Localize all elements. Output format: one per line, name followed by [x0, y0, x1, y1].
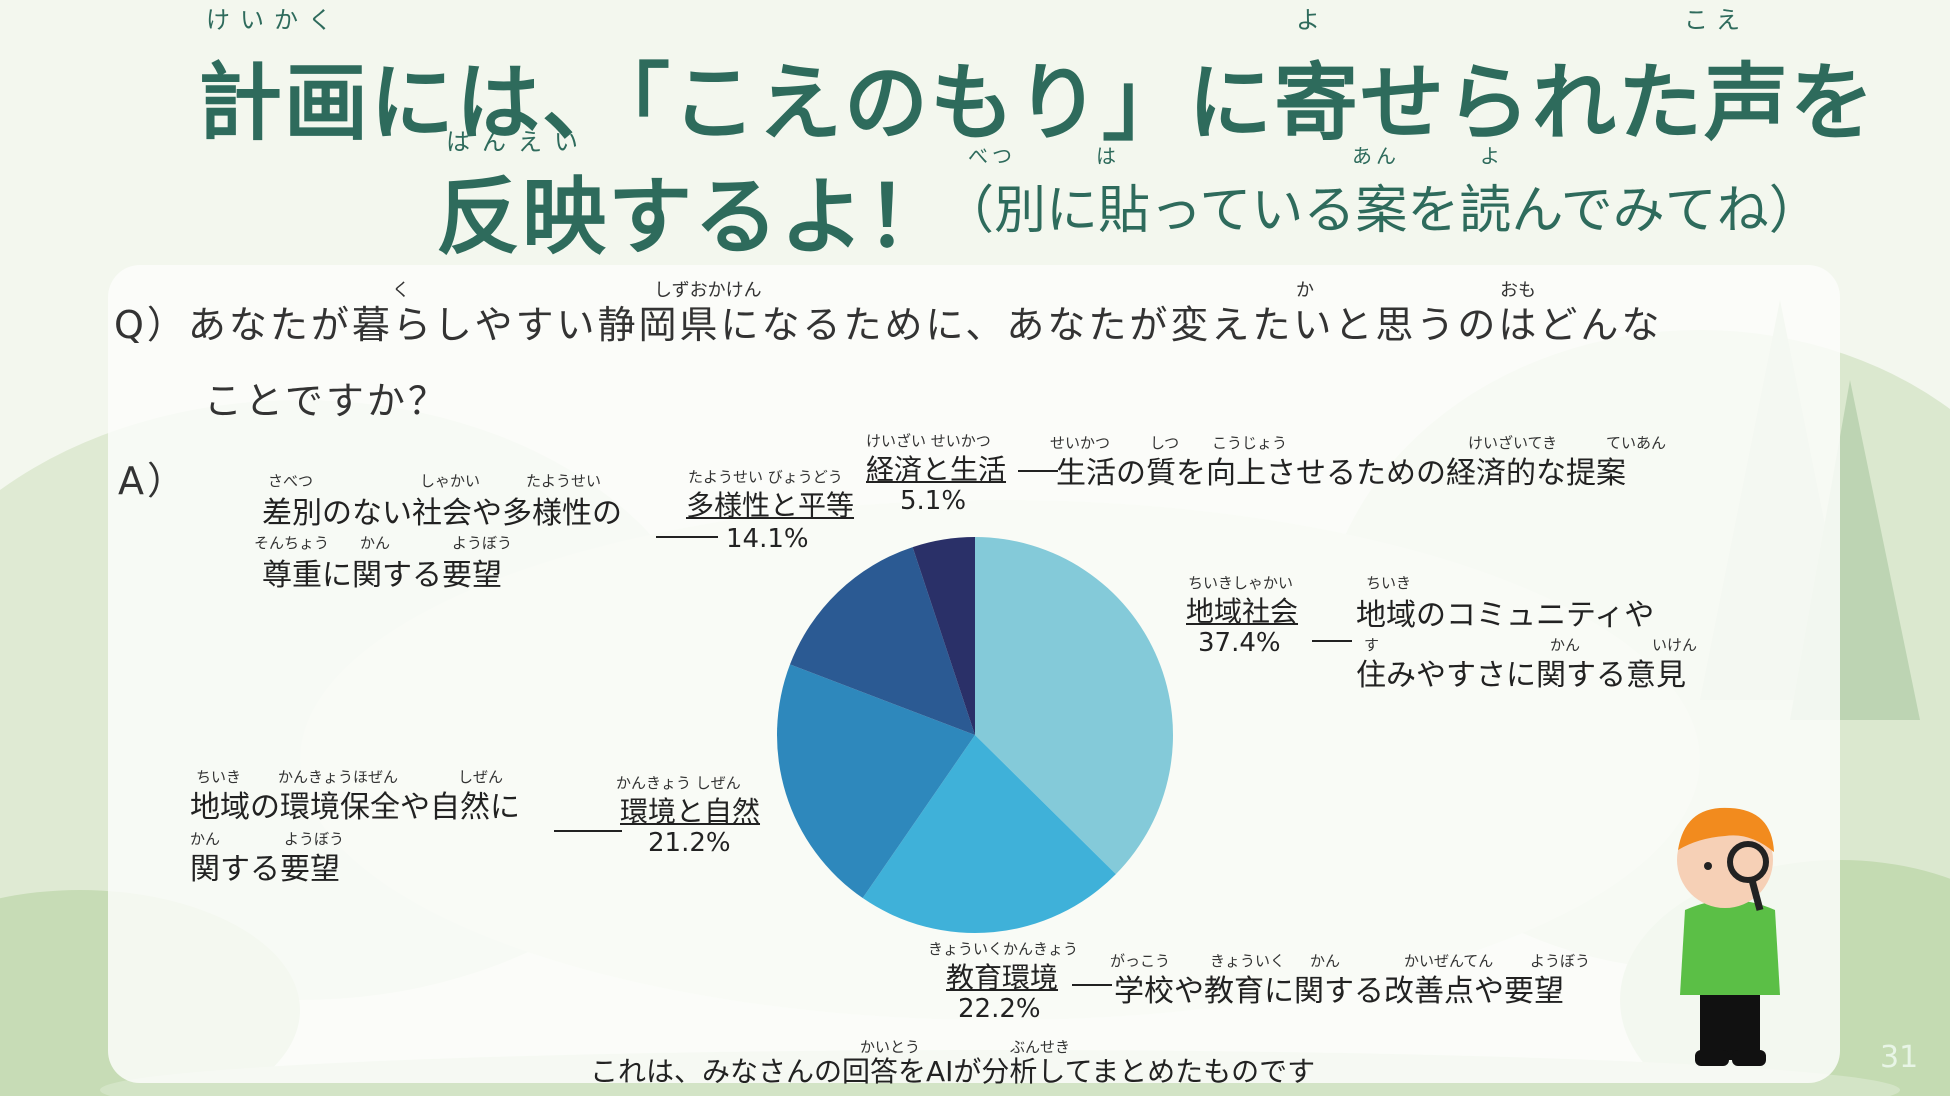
label-keizai-ruby-c: こうじょう [1212, 434, 1288, 452]
label-keizai-percent: 5.1% [900, 486, 967, 516]
label-kankyou-ruby-c: しぜん [458, 768, 504, 786]
label-keizai-ruby-a: せいかつ [1050, 434, 1111, 452]
label-chiikishakai-ruby-desc2a: す [1364, 636, 1380, 654]
label-tayousei-ruby: たようせい びょうどう [688, 468, 843, 486]
label-tayousei-ruby-f: ようぼう [452, 534, 513, 552]
label-keizai-ruby-e: ていあん [1606, 434, 1667, 452]
question-furigana-shizuokaken: しずおかけん [654, 280, 762, 301]
label-kyouiku-ruby-d: かいぜんてん [1404, 952, 1494, 970]
label-tayousei-category: 多様性と平等 [686, 489, 855, 522]
label-tayousei-percent: 14.1% [726, 524, 809, 554]
label-chiikishakai-desc2: 住みやすさに関する意見 [1356, 658, 1686, 693]
page-number: 31 [1880, 1040, 1919, 1075]
question-line2: ことですか？ [204, 379, 449, 423]
page-title-subnote: （別に貼っている案を読んでみてね） [942, 181, 1821, 241]
label-keizai-ruby-b: しつ [1150, 434, 1180, 452]
label-kyouiku-ruby: きょういくかんきょう [928, 940, 1079, 958]
question-furigana-ku: く [392, 280, 410, 301]
label-chiikishakai-category: 地域社会 [1186, 595, 1299, 628]
label-keizai-ruby-d: けいざいてき [1468, 434, 1558, 452]
title-furigana-yo: よ [1296, 6, 1320, 34]
label-keizai-ruby: けいざい せいかつ [866, 432, 991, 450]
answer-label: A） [118, 459, 188, 503]
label-keizai-category: 経済と生活 [866, 453, 1007, 486]
page-title-line1: 計画には、「こえのもり」に寄せられた声を [198, 54, 1877, 152]
label-kyouiku-ruby-b: きょういく [1210, 952, 1286, 970]
label-kyouiku-percent: 22.2% [958, 994, 1041, 1024]
label-tayousei-ruby-d: そんちょう [254, 534, 330, 552]
label-kyouiku-ruby-e: ようぼう [1530, 952, 1591, 970]
label-kankyou-desc2: 関する要望 [190, 852, 340, 887]
title-furigana-koe: こえ [1684, 6, 1748, 34]
label-keizai-desc1: 生活の質を向上させるための経済的な提案 [1056, 456, 1626, 491]
title-furigana-hanei: はんえい [446, 128, 590, 156]
label-chiikishakai-ruby-desc2c: いけん [1652, 636, 1698, 654]
label-kankyou-desc1: 地域の環境保全や自然に [190, 790, 520, 825]
label-chiikishakai-percent: 37.4% [1198, 628, 1281, 658]
label-kankyou-percent: 21.2% [648, 828, 731, 858]
pie-chart [777, 537, 1173, 933]
question-furigana-ka: か [1296, 280, 1314, 301]
pie-slice-4 [790, 547, 975, 735]
page-title-line2: 反映するよ！ [436, 168, 953, 266]
label-tayousei-desc2: 尊重に関する要望 [262, 558, 502, 593]
label-kyouiku-category: 教育環境 [946, 961, 1059, 994]
question-line1: Q）あなたが暮らしやすい静岡県になるために、あなたが変えたいと思うのはどんな [114, 303, 1663, 347]
pie-slice-1 [975, 537, 1173, 875]
leader-line-kankyou [554, 830, 622, 832]
question-furigana-omo: おも [1500, 280, 1536, 301]
leader-line-kyouiku [1072, 984, 1112, 986]
label-tayousei-ruby-a: さべつ [268, 472, 314, 490]
label-tayousei-ruby-e: かん [360, 534, 391, 552]
label-kankyou-ruby-a: ちいき [196, 768, 242, 786]
pie-slice-3 [777, 664, 975, 899]
label-chiikishakai-ruby-desc1: ちいき [1366, 574, 1412, 592]
label-kyouiku-ruby-c: かん [1310, 952, 1341, 970]
label-kankyou-ruby: かんきょう しぜん [616, 774, 741, 792]
footer-furigana-bunseki: ぶんせき [1010, 1038, 1071, 1056]
title-furigana-betsu: べつ [968, 144, 1016, 168]
leader-line-chiikishakai [1312, 640, 1352, 642]
label-kankyou-ruby-d: かん [190, 830, 221, 848]
label-kankyou-ruby-b: かんきょうほぜん [278, 768, 399, 786]
title-furigana-yo2: よ [1480, 144, 1500, 168]
pie-slice-2 [862, 735, 1116, 933]
label-chiikishakai-ruby-desc2b: かん [1550, 636, 1581, 654]
footer-note: これは、みなさんの回答をAIが分析してまとめたものです [590, 1055, 1316, 1088]
label-kankyou-category: 環境と自然 [620, 795, 761, 828]
label-tayousei-ruby-c: たようせい [526, 472, 602, 490]
leader-line-tayousei [656, 536, 718, 538]
label-chiikishakai-ruby: ちいきしゃかい [1188, 574, 1294, 592]
title-furigana-keikaku: けいかく [206, 6, 342, 34]
footer-furigana-kaitou: かいとう [860, 1038, 921, 1056]
character-illustration [1677, 807, 1780, 1066]
pie-slice-5 [912, 537, 975, 735]
title-furigana-an: あん [1352, 144, 1400, 168]
title-furigana-ha: は [1096, 144, 1116, 168]
label-kyouiku-ruby-a: がっこう [1110, 952, 1171, 970]
label-tayousei-ruby-b: しゃかい [420, 472, 481, 490]
label-kyouiku-desc1: 学校や教育に関する改善点や要望 [1114, 974, 1564, 1009]
label-kankyou-ruby-e: ようぼう [284, 830, 345, 848]
label-tayousei-desc1: 差別のない社会や多様性の [262, 496, 622, 531]
label-chiikishakai-desc1: 地域のコミュニティや [1356, 598, 1655, 633]
leader-line-keizai [1018, 470, 1058, 472]
